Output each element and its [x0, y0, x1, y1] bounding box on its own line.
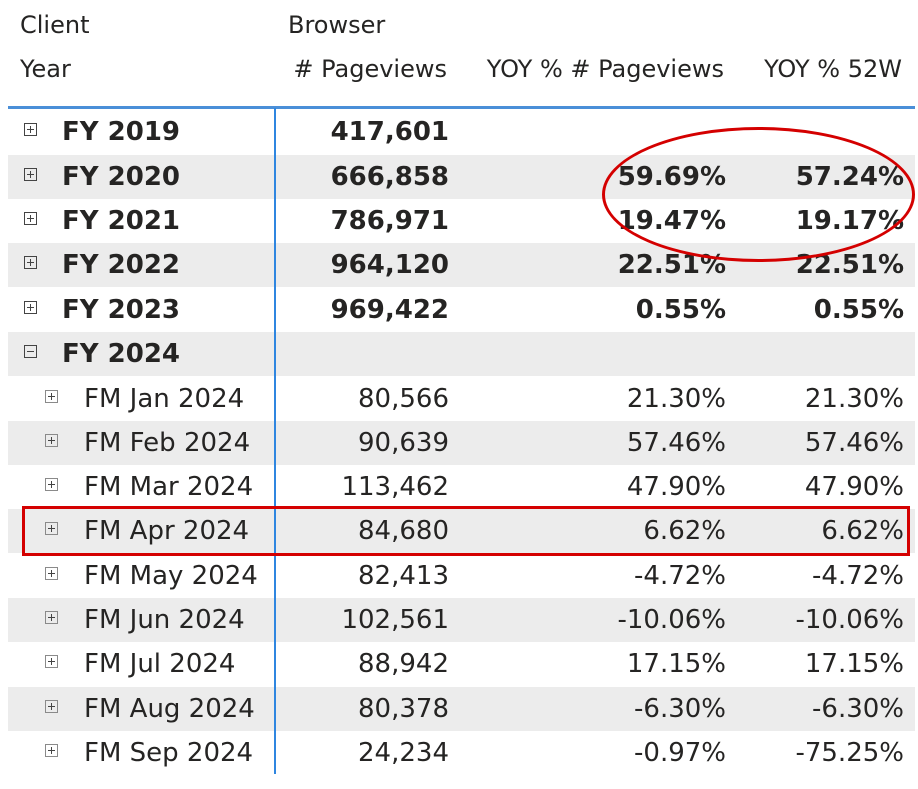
- highlight-box: [22, 506, 910, 556]
- table-row: FM Mar 2024 113,462 47.90% 47.90%: [8, 465, 915, 509]
- column-header-pageviews[interactable]: # Pageviews: [293, 55, 447, 83]
- table-row: FY 2019 417,601: [8, 110, 915, 154]
- pageviews-cell: 24,234: [358, 738, 449, 768]
- pageviews-cell: 666,858: [330, 162, 449, 192]
- expand-icon[interactable]: [45, 655, 58, 668]
- header-divider: [8, 106, 915, 109]
- yoy-pageviews-cell: 0.55%: [635, 295, 726, 325]
- row-label: FM Jun 2024: [84, 605, 245, 635]
- yoy-pageviews-cell: -6.30%: [634, 694, 726, 724]
- pageviews-cell: 102,561: [341, 605, 449, 635]
- yoy-pageviews-cell: 57.46%: [626, 428, 726, 458]
- expand-icon[interactable]: [45, 478, 58, 491]
- expand-icon[interactable]: [45, 611, 58, 624]
- expand-icon[interactable]: [45, 700, 58, 713]
- yoy-52w-cell: -6.30%: [812, 694, 904, 724]
- pageviews-cell: 82,413: [358, 561, 449, 591]
- row-label: FM Jul 2024: [84, 649, 236, 679]
- yoy-pageviews-cell: -10.06%: [617, 605, 726, 635]
- row-label: FM Mar 2024: [84, 472, 254, 502]
- table-row: FM Jan 2024 80,566 21.30% 21.30%: [8, 377, 915, 421]
- pageviews-cell: 786,971: [330, 206, 449, 236]
- table-row: FM Jul 2024 88,942 17.15% 17.15%: [8, 642, 915, 686]
- table-row: FM Apr 2024 84,680 6.62% 6.62%: [8, 509, 915, 553]
- row-label: FM Apr 2024: [84, 516, 250, 546]
- yoy-pageviews-cell: 47.90%: [626, 472, 726, 502]
- yoy-pageviews-cell: -0.97%: [634, 738, 726, 768]
- yoy-52w-cell: 47.90%: [804, 472, 904, 502]
- row-label: FY 2023: [62, 295, 181, 325]
- yoy-52w-cell: -10.06%: [795, 605, 904, 635]
- pageviews-cell: 88,942: [358, 649, 449, 679]
- yoy-pageviews-cell: 21.30%: [626, 384, 726, 414]
- table-row: FM Sep 2024 24,234 -0.97% -75.25%: [8, 731, 915, 775]
- row-label: FY 2021: [62, 206, 181, 236]
- yoy-52w-cell: 6.62%: [821, 516, 904, 546]
- pageviews-cell: 113,462: [341, 472, 449, 502]
- yoy-52w-cell: 17.15%: [804, 649, 904, 679]
- table-row: FM May 2024 82,413 -4.72% -4.72%: [8, 554, 915, 598]
- yoy-pageviews-cell: 6.62%: [643, 516, 726, 546]
- pageviews-cell: 417,601: [330, 117, 449, 147]
- yoy-52w-cell: 21.30%: [804, 384, 904, 414]
- table-row: FM Jun 2024 102,561 -10.06% -10.06%: [8, 598, 915, 642]
- expand-icon[interactable]: [24, 301, 37, 314]
- pageviews-cell: 84,680: [358, 516, 449, 546]
- row-header-year[interactable]: Year: [20, 55, 71, 83]
- column-header-yoy-pageviews[interactable]: YOY % # Pageviews: [486, 55, 724, 83]
- row-label: FY 2019: [62, 117, 181, 147]
- expand-icon[interactable]: [45, 390, 58, 403]
- row-label: FM Aug 2024: [84, 694, 255, 724]
- yoy-52w-cell: 0.55%: [813, 295, 904, 325]
- table-row: FM Aug 2024 80,378 -6.30% -6.30%: [8, 687, 915, 731]
- table-row: FY 2023 969,422 0.55% 0.55%: [8, 288, 915, 332]
- yoy-pageviews-cell: 17.15%: [626, 649, 726, 679]
- pageviews-cell: 80,566: [358, 384, 449, 414]
- row-label: FY 2024: [62, 339, 181, 369]
- pageviews-cell: 90,639: [358, 428, 449, 458]
- expand-icon[interactable]: [45, 434, 58, 447]
- expand-icon[interactable]: [45, 522, 58, 535]
- yoy-pageviews-cell: -4.72%: [634, 561, 726, 591]
- row-label: FM May 2024: [84, 561, 258, 591]
- expand-icon[interactable]: [24, 168, 37, 181]
- row-header-client[interactable]: Client: [20, 11, 90, 39]
- table-row: FM Feb 2024 90,639 57.46% 57.46%: [8, 421, 915, 465]
- row-label: FM Jan 2024: [84, 384, 245, 414]
- column-header-yoy-52w[interactable]: YOY % 52W: [764, 55, 902, 83]
- row-label: FM Sep 2024: [84, 738, 254, 768]
- row-label: FY 2022: [62, 250, 181, 280]
- row-label: FY 2020: [62, 162, 181, 192]
- expand-icon[interactable]: [24, 123, 37, 136]
- column-header-browser[interactable]: Browser: [288, 11, 386, 39]
- expand-icon[interactable]: [24, 212, 37, 225]
- table-row: FY 2024: [8, 332, 915, 376]
- highlight-ellipse: [602, 127, 915, 262]
- yoy-52w-cell: 57.46%: [804, 428, 904, 458]
- expand-icon[interactable]: [24, 256, 37, 269]
- yoy-52w-cell: -4.72%: [812, 561, 904, 591]
- collapse-icon[interactable]: [24, 345, 37, 358]
- expand-icon[interactable]: [45, 744, 58, 757]
- row-header-divider: [274, 108, 276, 774]
- yoy-52w-cell: -75.25%: [795, 738, 904, 768]
- pageviews-cell: 969,422: [330, 295, 449, 325]
- pageviews-cell: 80,378: [358, 694, 449, 724]
- pageviews-cell: 964,120: [330, 250, 449, 280]
- expand-icon[interactable]: [45, 567, 58, 580]
- row-label: FM Feb 2024: [84, 428, 251, 458]
